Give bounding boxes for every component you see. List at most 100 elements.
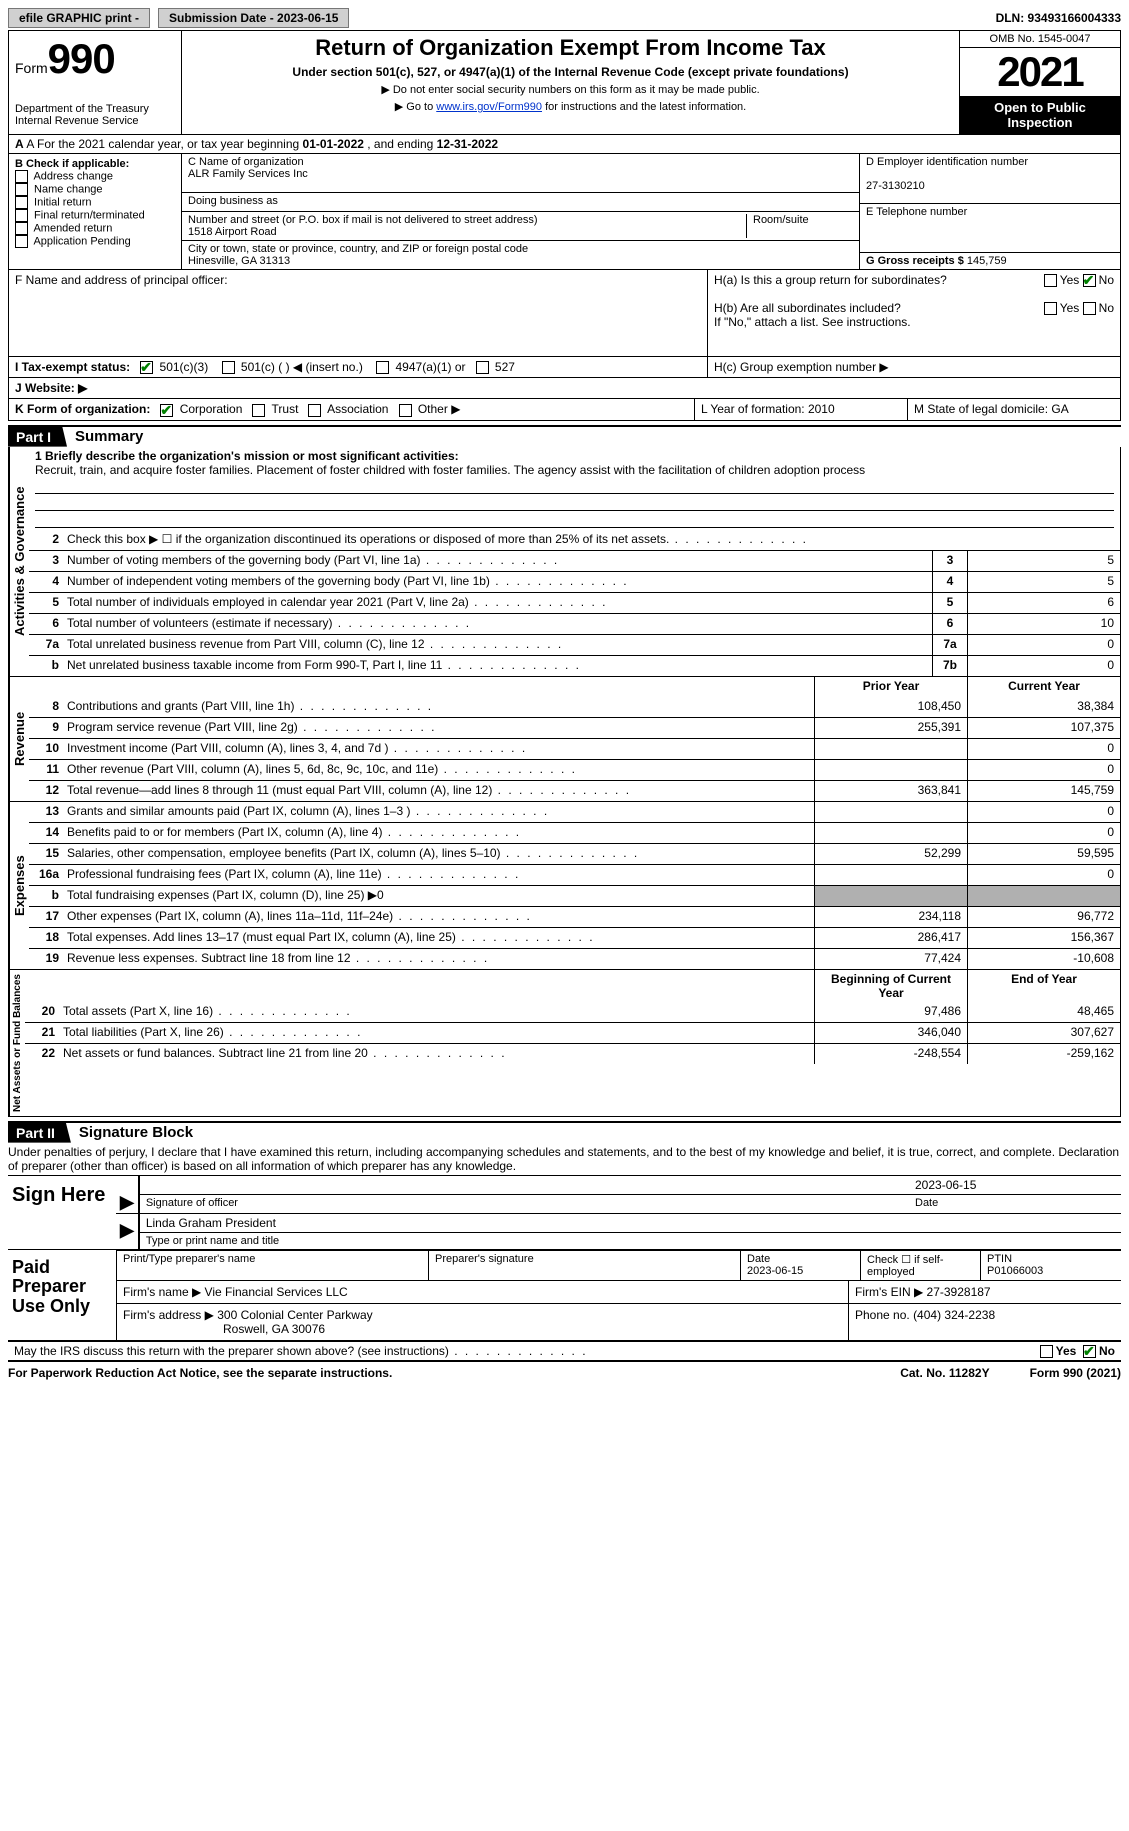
prep-h1: Print/Type preparer's name [117, 1251, 429, 1281]
ein-label: D Employer identification number [866, 156, 1114, 168]
financial-line: 16aProfessional fundraising fees (Part I… [29, 865, 1120, 886]
entity-grid: B Check if applicable: Address change Na… [8, 154, 1121, 270]
financial-line: 22Net assets or fund balances. Subtract … [25, 1044, 1120, 1064]
row-l: L Year of formation: 2010 [694, 399, 907, 419]
officer-label: F Name and address of principal officer: [15, 273, 701, 287]
colb-option[interactable]: Address change [15, 170, 175, 183]
row-i: I Tax-exempt status: 501(c)(3) 501(c) ( … [8, 357, 1121, 378]
col-b-checkboxes: B Check if applicable: Address change Na… [9, 154, 182, 269]
col-eoy: End of Year [967, 970, 1120, 1002]
financial-line: 9Program service revenue (Part VIII, lin… [29, 718, 1120, 739]
form-note1: ▶ Do not enter social security numbers o… [188, 83, 953, 96]
prep-selfemp: Check ☐ if self-employed [861, 1251, 981, 1281]
financial-line: 12Total revenue—add lines 8 through 11 (… [29, 781, 1120, 801]
street-label: Number and street (or P.O. box if mail i… [188, 214, 746, 226]
financial-line: 8Contributions and grants (Part VIII, li… [29, 697, 1120, 718]
summary-line: 7aTotal unrelated business revenue from … [29, 635, 1120, 656]
room-label: Room/suite [753, 214, 853, 226]
part2-header: Part II Signature Block [8, 1121, 1121, 1143]
financial-line: 14Benefits paid to or for members (Part … [29, 823, 1120, 844]
org-name-label: C Name of organization [188, 156, 853, 168]
section-revenue: Revenue Prior Year Current Year 8Contrib… [8, 677, 1121, 802]
form-subtitle: Under section 501(c), 527, or 4947(a)(1)… [188, 65, 953, 79]
vert-revenue: Revenue [9, 677, 29, 801]
colb-option[interactable]: Final return/terminated [15, 209, 175, 222]
gross-value: 145,759 [967, 255, 1007, 267]
financial-line: bTotal fundraising expenses (Part IX, co… [29, 886, 1120, 907]
form-title: Return of Organization Exempt From Incom… [188, 35, 953, 61]
tax-year: 2021 [960, 48, 1120, 96]
row-m: M State of legal domicile: GA [907, 399, 1120, 419]
row-fh: F Name and address of principal officer:… [8, 270, 1121, 357]
row-j: J Website: ▶ [8, 378, 1121, 399]
mission-block: 1 Briefly describe the organization's mi… [29, 447, 1120, 530]
org-name: ALR Family Services Inc [188, 168, 853, 180]
501c3-check[interactable] [140, 361, 153, 374]
row-a-period: A A For the 2021 calendar year, or tax y… [8, 135, 1121, 154]
section-activities: Activities & Governance 1 Briefly descri… [8, 447, 1121, 677]
hb-row: H(b) Are all subordinates included? Yes … [714, 301, 1114, 315]
firm-addr2: Roswell, GA 30076 [223, 1322, 325, 1336]
summary-line: 2Check this box ▶ ☐ if the organization … [29, 530, 1120, 551]
form-number: 990 [48, 35, 115, 82]
firm-ein: 27-3928187 [927, 1285, 991, 1299]
firm-phone: (404) 324-2238 [913, 1308, 995, 1322]
form-ref: Form 990 (2021) [1030, 1366, 1121, 1380]
discuss-row: May the IRS discuss this return with the… [8, 1341, 1121, 1360]
efile-button[interactable]: efile GRAPHIC print - [8, 8, 150, 28]
financial-line: 10Investment income (Part VIII, column (… [29, 739, 1120, 760]
part1-header: Part I Summary [8, 425, 1121, 447]
irs-link[interactable]: www.irs.gov/Form990 [436, 101, 542, 113]
financial-line: 21Total liabilities (Part X, line 26)346… [25, 1023, 1120, 1044]
colb-option[interactable]: Initial return [15, 196, 175, 209]
col-prior-year: Prior Year [814, 677, 967, 697]
prep-ptin: PTINP01066003 [981, 1251, 1121, 1281]
street-value: 1518 Airport Road [188, 226, 746, 238]
summary-line: 4Number of independent voting members of… [29, 572, 1120, 593]
signer-name-label: Type or print name and title [140, 1233, 1121, 1249]
ha-row: H(a) Is this a group return for subordin… [714, 273, 1114, 287]
form-label: Form [15, 60, 48, 76]
gross-label: G Gross receipts $ [866, 255, 964, 267]
paid-preparer-label: Paid Preparer Use Only [8, 1250, 116, 1340]
firm-addr1: 300 Colonial Center Parkway [217, 1308, 372, 1322]
city-label: City or town, state or province, country… [188, 243, 853, 255]
footer-bar: For Paperwork Reduction Act Notice, see … [8, 1360, 1121, 1384]
cat-no: Cat. No. 11282Y [900, 1366, 989, 1380]
omb-number: OMB No. 1545-0047 [960, 31, 1120, 48]
vert-activities: Activities & Governance [9, 447, 29, 676]
colb-option[interactable]: Amended return [15, 222, 175, 235]
tel-label: E Telephone number [866, 206, 1114, 218]
vert-expenses: Expenses [9, 802, 29, 969]
colb-option[interactable]: Name change [15, 183, 175, 196]
section-expenses: Expenses 13Grants and similar amounts pa… [8, 802, 1121, 970]
summary-line: 5Total number of individuals employed in… [29, 593, 1120, 614]
dept-label: Department of the Treasury [15, 103, 175, 115]
section-netassets: Net Assets or Fund Balances Beginning of… [8, 970, 1121, 1117]
summary-line: 6Total number of volunteers (estimate if… [29, 614, 1120, 635]
financial-line: 15Salaries, other compensation, employee… [29, 844, 1120, 865]
sig-date: 2023-06-15 [909, 1176, 1121, 1194]
penalty-text: Under penalties of perjury, I declare th… [8, 1143, 1121, 1175]
ein-value: 27-3130210 [866, 180, 1114, 192]
inspection-label: Open to PublicInspection [960, 96, 1120, 134]
hb-note: If "No," attach a list. See instructions… [714, 315, 1114, 329]
financial-line: 19Revenue less expenses. Subtract line 1… [29, 949, 1120, 969]
irs-label: Internal Revenue Service [15, 115, 175, 127]
city-value: Hinesville, GA 31313 [188, 255, 853, 267]
prep-h2: Preparer's signature [429, 1251, 741, 1281]
financial-line: 18Total expenses. Add lines 13–17 (must … [29, 928, 1120, 949]
col-boy: Beginning of Current Year [814, 970, 967, 1002]
col-current-year: Current Year [967, 677, 1120, 697]
submission-button[interactable]: Submission Date - 2023-06-15 [158, 8, 349, 28]
sig-officer-label: Signature of officer [140, 1195, 909, 1211]
financial-line: 11Other revenue (Part VIII, column (A), … [29, 760, 1120, 781]
dln-label: DLN: 93493166004333 [996, 11, 1121, 25]
colb-option[interactable]: Application Pending [15, 235, 175, 248]
dba-label: Doing business as [182, 192, 859, 209]
financial-line: 20Total assets (Part X, line 16)97,48648… [25, 1002, 1120, 1023]
summary-line: 3Number of voting members of the governi… [29, 551, 1120, 572]
sign-here-label: Sign Here [8, 1176, 116, 1249]
financial-line: 13Grants and similar amounts paid (Part … [29, 802, 1120, 823]
top-bar: efile GRAPHIC print - Submission Date - … [8, 8, 1121, 28]
